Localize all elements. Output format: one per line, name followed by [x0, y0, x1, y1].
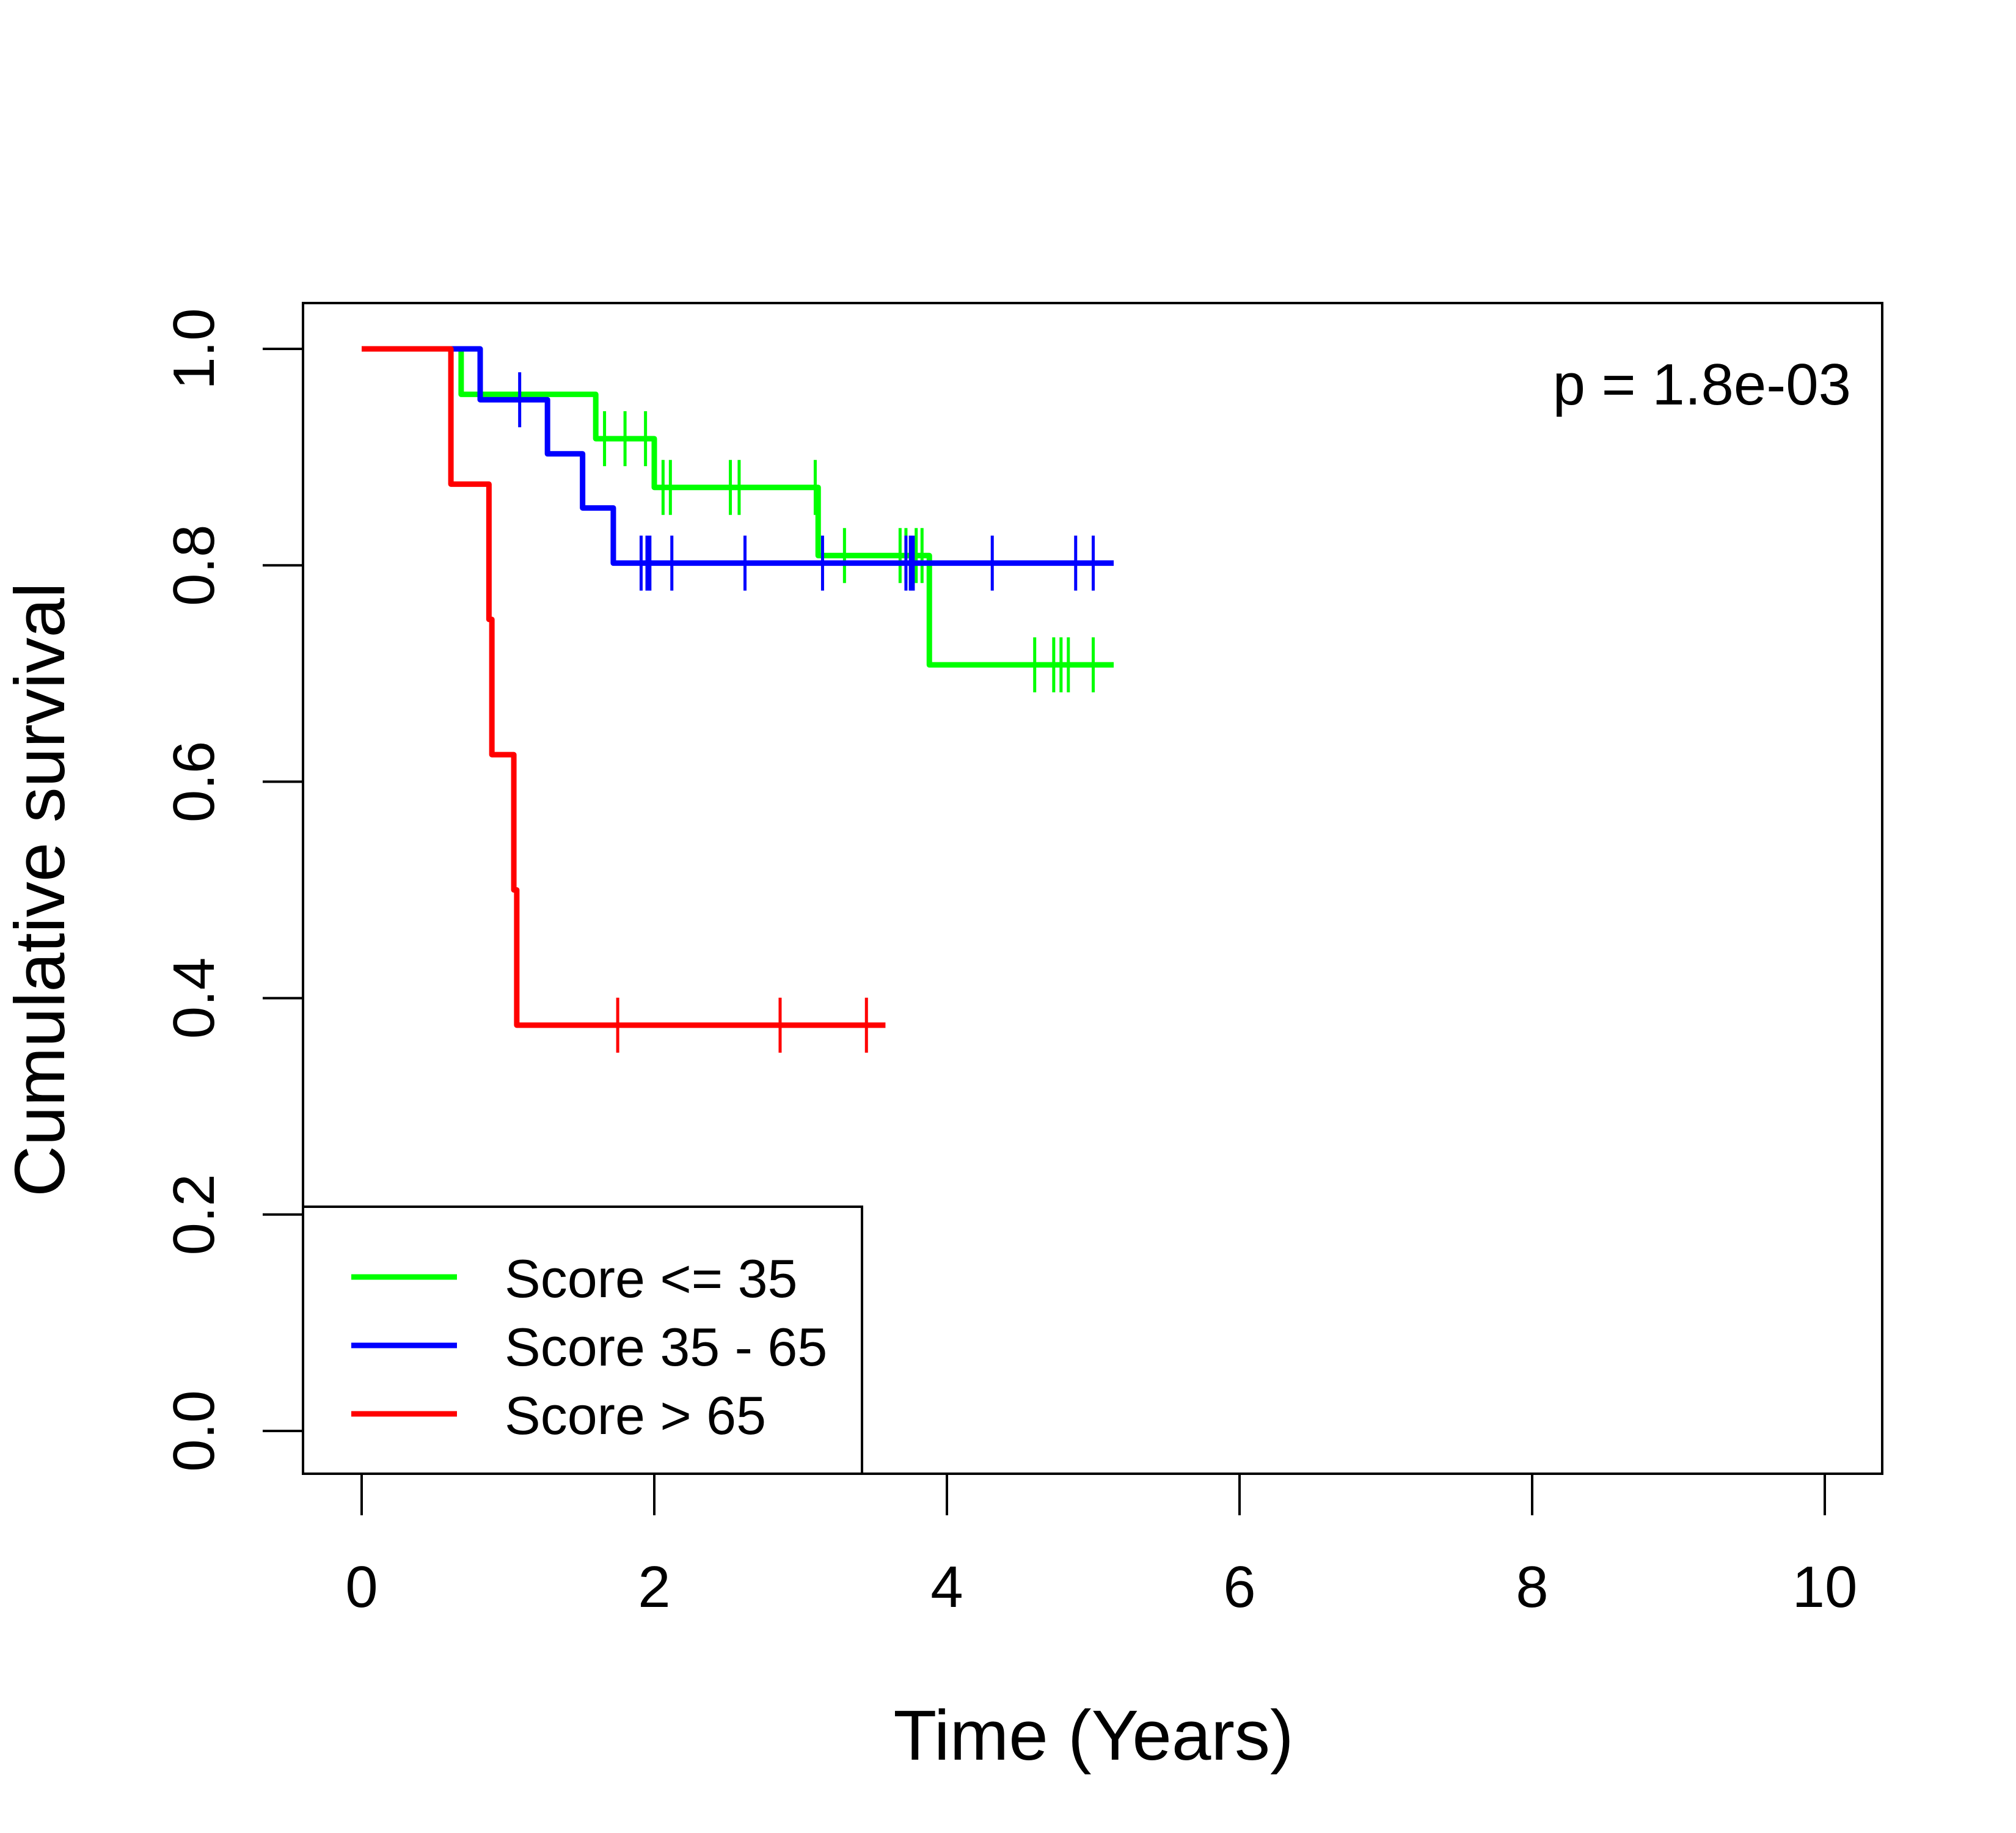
y-axis: 0.0 0.2 0.4 0.6 0.8 1.0: [161, 308, 304, 1472]
legend-box: [302, 1206, 863, 1475]
legend-label: Score > 65: [505, 1385, 766, 1446]
x-tick-label: 0: [345, 1554, 378, 1620]
series-2: [362, 346, 1114, 591]
legend-item: Score <= 35: [351, 1248, 797, 1309]
y-tick-label: 0.2: [161, 1174, 227, 1255]
series-1: [362, 346, 1114, 693]
x-tick-label: 6: [1223, 1554, 1255, 1620]
legend-label: Score 35 - 65: [505, 1317, 827, 1377]
x-axis: 0 2 4 6 8 10: [345, 1473, 1858, 1620]
x-tick-label: 2: [638, 1554, 670, 1620]
p-value-annotation: p = 1.8e-03: [1553, 352, 1851, 417]
y-axis-title: Cumulative survival: [0, 582, 79, 1197]
y-tick-label: 0.6: [161, 741, 227, 822]
x-tick-label: 4: [930, 1554, 963, 1620]
survival-curve: [362, 346, 886, 1028]
y-tick-label: 0.0: [161, 1390, 227, 1471]
x-tick-label: 10: [1792, 1554, 1858, 1620]
legend-item: Score 35 - 65: [351, 1317, 827, 1377]
series-3: [362, 346, 886, 1053]
x-axis-title: Time (Years): [893, 1696, 1293, 1775]
y-tick-label: 0.8: [161, 524, 227, 606]
legend: Score <= 35 Score 35 - 65 Score > 65: [351, 1248, 827, 1446]
y-tick-label: 0.4: [161, 957, 227, 1039]
legend-label: Score <= 35: [505, 1248, 797, 1309]
survival-curves: [362, 346, 1114, 1053]
survival-curve: [362, 346, 1114, 566]
legend-item: Score > 65: [351, 1385, 766, 1446]
survival-curve: [362, 346, 1114, 668]
x-tick-label: 8: [1516, 1554, 1548, 1620]
y-tick-label: 1.0: [161, 308, 227, 389]
